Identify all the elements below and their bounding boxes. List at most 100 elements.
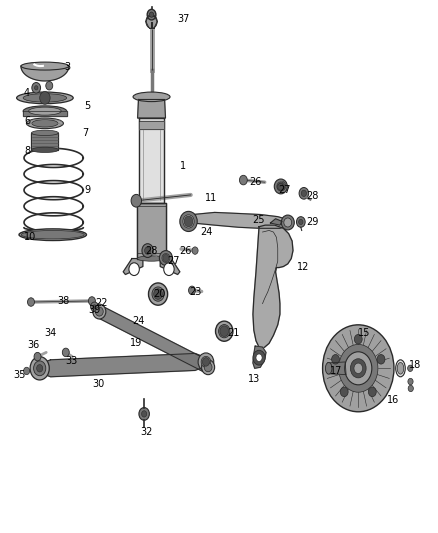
- Circle shape: [188, 286, 195, 295]
- Ellipse shape: [277, 182, 285, 191]
- Text: 27: 27: [167, 256, 179, 266]
- Circle shape: [297, 216, 305, 227]
- Circle shape: [377, 354, 385, 364]
- Text: 20: 20: [154, 289, 166, 299]
- Circle shape: [46, 82, 53, 90]
- Circle shape: [163, 254, 169, 262]
- Ellipse shape: [198, 353, 214, 371]
- Text: 30: 30: [93, 379, 105, 389]
- Circle shape: [253, 350, 265, 365]
- Circle shape: [278, 183, 284, 190]
- Polygon shape: [137, 203, 166, 259]
- Circle shape: [129, 263, 139, 276]
- Circle shape: [408, 385, 413, 392]
- Text: 36: 36: [28, 340, 40, 350]
- Text: 35: 35: [14, 370, 26, 380]
- Ellipse shape: [284, 218, 292, 227]
- Text: 4: 4: [24, 88, 30, 98]
- Circle shape: [131, 195, 141, 207]
- Circle shape: [149, 12, 154, 17]
- Polygon shape: [32, 133, 58, 150]
- Circle shape: [40, 92, 50, 104]
- Ellipse shape: [21, 62, 69, 70]
- Text: 10: 10: [24, 232, 36, 242]
- Circle shape: [240, 175, 247, 185]
- Polygon shape: [23, 111, 67, 116]
- Text: 15: 15: [358, 328, 371, 338]
- Circle shape: [28, 298, 35, 306]
- Circle shape: [202, 358, 209, 366]
- Text: 5: 5: [84, 101, 90, 111]
- Ellipse shape: [133, 92, 170, 102]
- Ellipse shape: [23, 106, 67, 116]
- Ellipse shape: [201, 360, 215, 375]
- Text: 7: 7: [82, 128, 88, 138]
- Text: 24: 24: [132, 316, 145, 326]
- Ellipse shape: [95, 307, 103, 316]
- Circle shape: [37, 365, 43, 372]
- Circle shape: [139, 408, 149, 420]
- Circle shape: [332, 354, 339, 364]
- Ellipse shape: [201, 357, 211, 368]
- Circle shape: [354, 334, 362, 344]
- Text: 27: 27: [278, 184, 290, 195]
- Ellipse shape: [219, 325, 230, 338]
- Polygon shape: [97, 306, 210, 373]
- Circle shape: [154, 289, 162, 300]
- Ellipse shape: [21, 230, 84, 239]
- Circle shape: [24, 367, 30, 375]
- Text: 25: 25: [252, 215, 265, 225]
- Text: 23: 23: [189, 287, 202, 297]
- Text: 34: 34: [44, 328, 57, 338]
- Polygon shape: [270, 219, 282, 225]
- Circle shape: [299, 219, 303, 224]
- Text: 17: 17: [330, 367, 343, 376]
- Ellipse shape: [148, 283, 168, 305]
- Text: 28: 28: [145, 246, 157, 256]
- Text: 38: 38: [57, 296, 69, 306]
- Circle shape: [339, 344, 378, 392]
- Text: 33: 33: [66, 356, 78, 366]
- Polygon shape: [123, 259, 143, 274]
- Circle shape: [32, 83, 41, 93]
- Ellipse shape: [32, 147, 58, 152]
- Circle shape: [30, 357, 49, 380]
- Circle shape: [192, 247, 198, 254]
- Circle shape: [141, 411, 147, 417]
- Ellipse shape: [397, 362, 404, 374]
- Polygon shape: [253, 346, 266, 368]
- Circle shape: [147, 10, 156, 20]
- Text: 19: 19: [130, 338, 142, 349]
- Circle shape: [408, 378, 413, 385]
- Text: 12: 12: [297, 262, 310, 271]
- Text: 9: 9: [84, 184, 90, 195]
- Ellipse shape: [152, 287, 164, 301]
- Ellipse shape: [396, 360, 405, 377]
- Polygon shape: [160, 259, 180, 274]
- Polygon shape: [182, 213, 289, 228]
- Circle shape: [93, 305, 96, 309]
- Text: 11: 11: [205, 192, 217, 203]
- Text: 26: 26: [250, 176, 262, 187]
- Circle shape: [142, 244, 153, 257]
- Text: 37: 37: [178, 14, 190, 25]
- Text: 16: 16: [387, 395, 399, 405]
- Circle shape: [354, 363, 363, 374]
- Ellipse shape: [274, 179, 287, 194]
- Circle shape: [322, 325, 394, 412]
- Circle shape: [88, 297, 95, 305]
- Text: 21: 21: [228, 328, 240, 338]
- Circle shape: [91, 302, 99, 312]
- Ellipse shape: [281, 215, 294, 230]
- Polygon shape: [40, 353, 206, 377]
- Ellipse shape: [23, 94, 67, 102]
- Ellipse shape: [159, 251, 173, 265]
- Circle shape: [34, 361, 46, 376]
- Circle shape: [220, 326, 229, 336]
- Circle shape: [145, 247, 151, 254]
- Polygon shape: [139, 118, 164, 203]
- Polygon shape: [21, 66, 69, 81]
- Text: 8: 8: [24, 146, 30, 156]
- Circle shape: [62, 348, 69, 357]
- Circle shape: [368, 387, 376, 397]
